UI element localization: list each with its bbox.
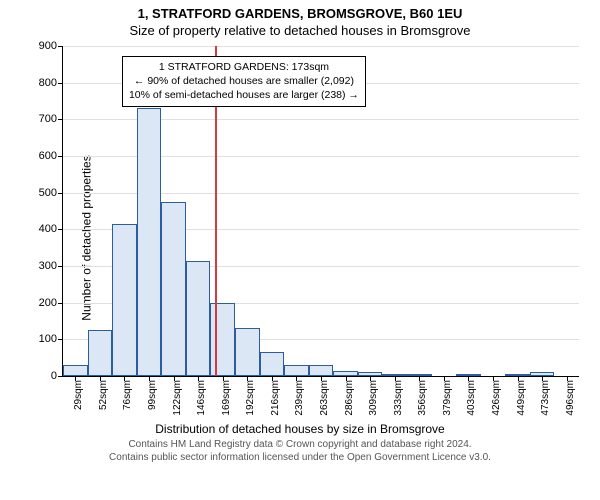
annotation-box: 1 STRATFORD GARDENS: 173sqm← 90% of deta… xyxy=(122,56,366,107)
x-tick-label: 29sqm xyxy=(73,376,84,410)
histogram-bar xyxy=(284,365,309,376)
x-tick-label: 309sqm xyxy=(368,376,379,416)
chart-area: Number of detached properties 0100200300… xyxy=(0,38,600,438)
gridline xyxy=(63,46,579,47)
y-tick-label: 100 xyxy=(39,333,63,345)
footer-line-1: Contains HM Land Registry data © Crown c… xyxy=(0,438,600,451)
y-tick-label: 800 xyxy=(39,77,63,89)
annotation-line: 10% of semi-detached houses are larger (… xyxy=(129,88,359,102)
x-tick-label: 449sqm xyxy=(516,376,527,416)
x-tick-label: 76sqm xyxy=(122,376,133,410)
y-tick-label: 300 xyxy=(39,260,63,272)
x-tick-label: 99sqm xyxy=(147,376,158,410)
chart-titles: 1, STRATFORD GARDENS, BROMSGROVE, B60 1E… xyxy=(0,0,600,38)
y-tick-label: 0 xyxy=(51,370,63,382)
x-tick-label: 473sqm xyxy=(540,376,551,416)
x-tick-label: 426sqm xyxy=(491,376,502,416)
x-tick-label: 216sqm xyxy=(270,376,281,416)
y-tick-label: 700 xyxy=(39,113,63,125)
histogram-bar xyxy=(137,108,162,376)
y-tick-label: 200 xyxy=(39,297,63,309)
histogram-bar xyxy=(309,365,334,376)
histogram-bar xyxy=(63,365,88,376)
title-sub: Size of property relative to detached ho… xyxy=(0,23,600,38)
histogram-bar xyxy=(88,330,113,376)
y-tick-label: 600 xyxy=(39,150,63,162)
y-tick-label: 500 xyxy=(39,187,63,199)
y-tick-label: 400 xyxy=(39,223,63,235)
x-tick-label: 263sqm xyxy=(319,376,330,416)
histogram-bar xyxy=(186,261,211,377)
histogram-bar xyxy=(161,202,186,376)
plot-area: 010020030040050060070080090029sqm52sqm76… xyxy=(62,46,579,377)
x-tick-label: 333sqm xyxy=(393,376,404,416)
x-tick-label: 286sqm xyxy=(344,376,355,416)
x-tick-label: 239sqm xyxy=(294,376,305,416)
x-axis-label: Distribution of detached houses by size … xyxy=(0,422,600,436)
y-tick-label: 900 xyxy=(39,40,63,52)
histogram-bar xyxy=(235,328,260,376)
x-tick-label: 146sqm xyxy=(196,376,207,416)
x-tick-label: 403sqm xyxy=(466,376,477,416)
x-tick-label: 122sqm xyxy=(172,376,183,416)
histogram-bar xyxy=(112,224,137,376)
footer-line-2: Contains public sector information licen… xyxy=(0,451,600,464)
histogram-bar xyxy=(210,303,235,376)
x-tick-label: 496sqm xyxy=(565,376,576,416)
title-main: 1, STRATFORD GARDENS, BROMSGROVE, B60 1E… xyxy=(0,6,600,21)
annotation-line: 1 STRATFORD GARDENS: 173sqm xyxy=(129,60,359,74)
x-tick-label: 356sqm xyxy=(417,376,428,416)
annotation-line: ← 90% of detached houses are smaller (2,… xyxy=(129,74,359,88)
x-tick-label: 169sqm xyxy=(221,376,232,416)
attribution-footer: Contains HM Land Registry data © Crown c… xyxy=(0,438,600,464)
x-tick-label: 379sqm xyxy=(442,376,453,416)
histogram-bar xyxy=(260,352,285,376)
x-tick-label: 192sqm xyxy=(245,376,256,416)
x-tick-label: 52sqm xyxy=(98,376,109,410)
